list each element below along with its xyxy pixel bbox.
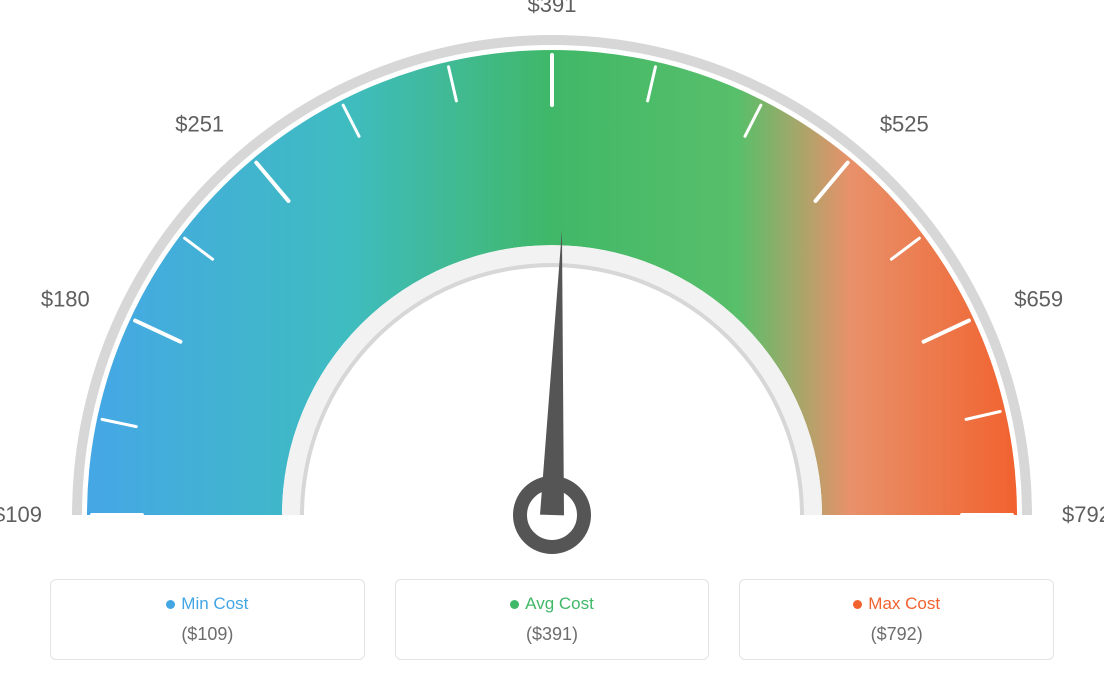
svg-text:$792: $792 [1062,502,1104,527]
legend-dot-min [166,600,175,609]
legend-value-avg: ($391) [406,624,699,645]
legend-dot-avg [510,600,519,609]
legend-label-avg: Avg Cost [525,594,594,614]
legend-avg: Avg Cost ($391) [395,579,710,660]
legend-value-min: ($109) [61,624,354,645]
cost-gauge-widget: $109 $180 $251 $391 $525 $659 $792 Min Cost ($… [0,0,1104,690]
legend-max: Max Cost ($792) [739,579,1054,660]
legend-row: Min Cost ($109) Avg Cost ($391) Max Cost… [50,579,1054,660]
legend-dot-max [853,600,862,609]
svg-text:$180: $180 [41,286,90,311]
svg-text:$251: $251 [175,111,224,136]
svg-text:$659: $659 [1014,286,1063,311]
svg-text:$391: $391 [528,0,577,17]
legend-label-max: Max Cost [868,594,940,614]
gauge-chart: $109 $180 $251 $391 $525 $659 $792 [0,0,1104,560]
legend-value-max: ($792) [750,624,1043,645]
legend-min: Min Cost ($109) [50,579,365,660]
svg-text:$525: $525 [880,111,929,136]
legend-label-min: Min Cost [181,594,248,614]
svg-text:$109: $109 [0,502,42,527]
